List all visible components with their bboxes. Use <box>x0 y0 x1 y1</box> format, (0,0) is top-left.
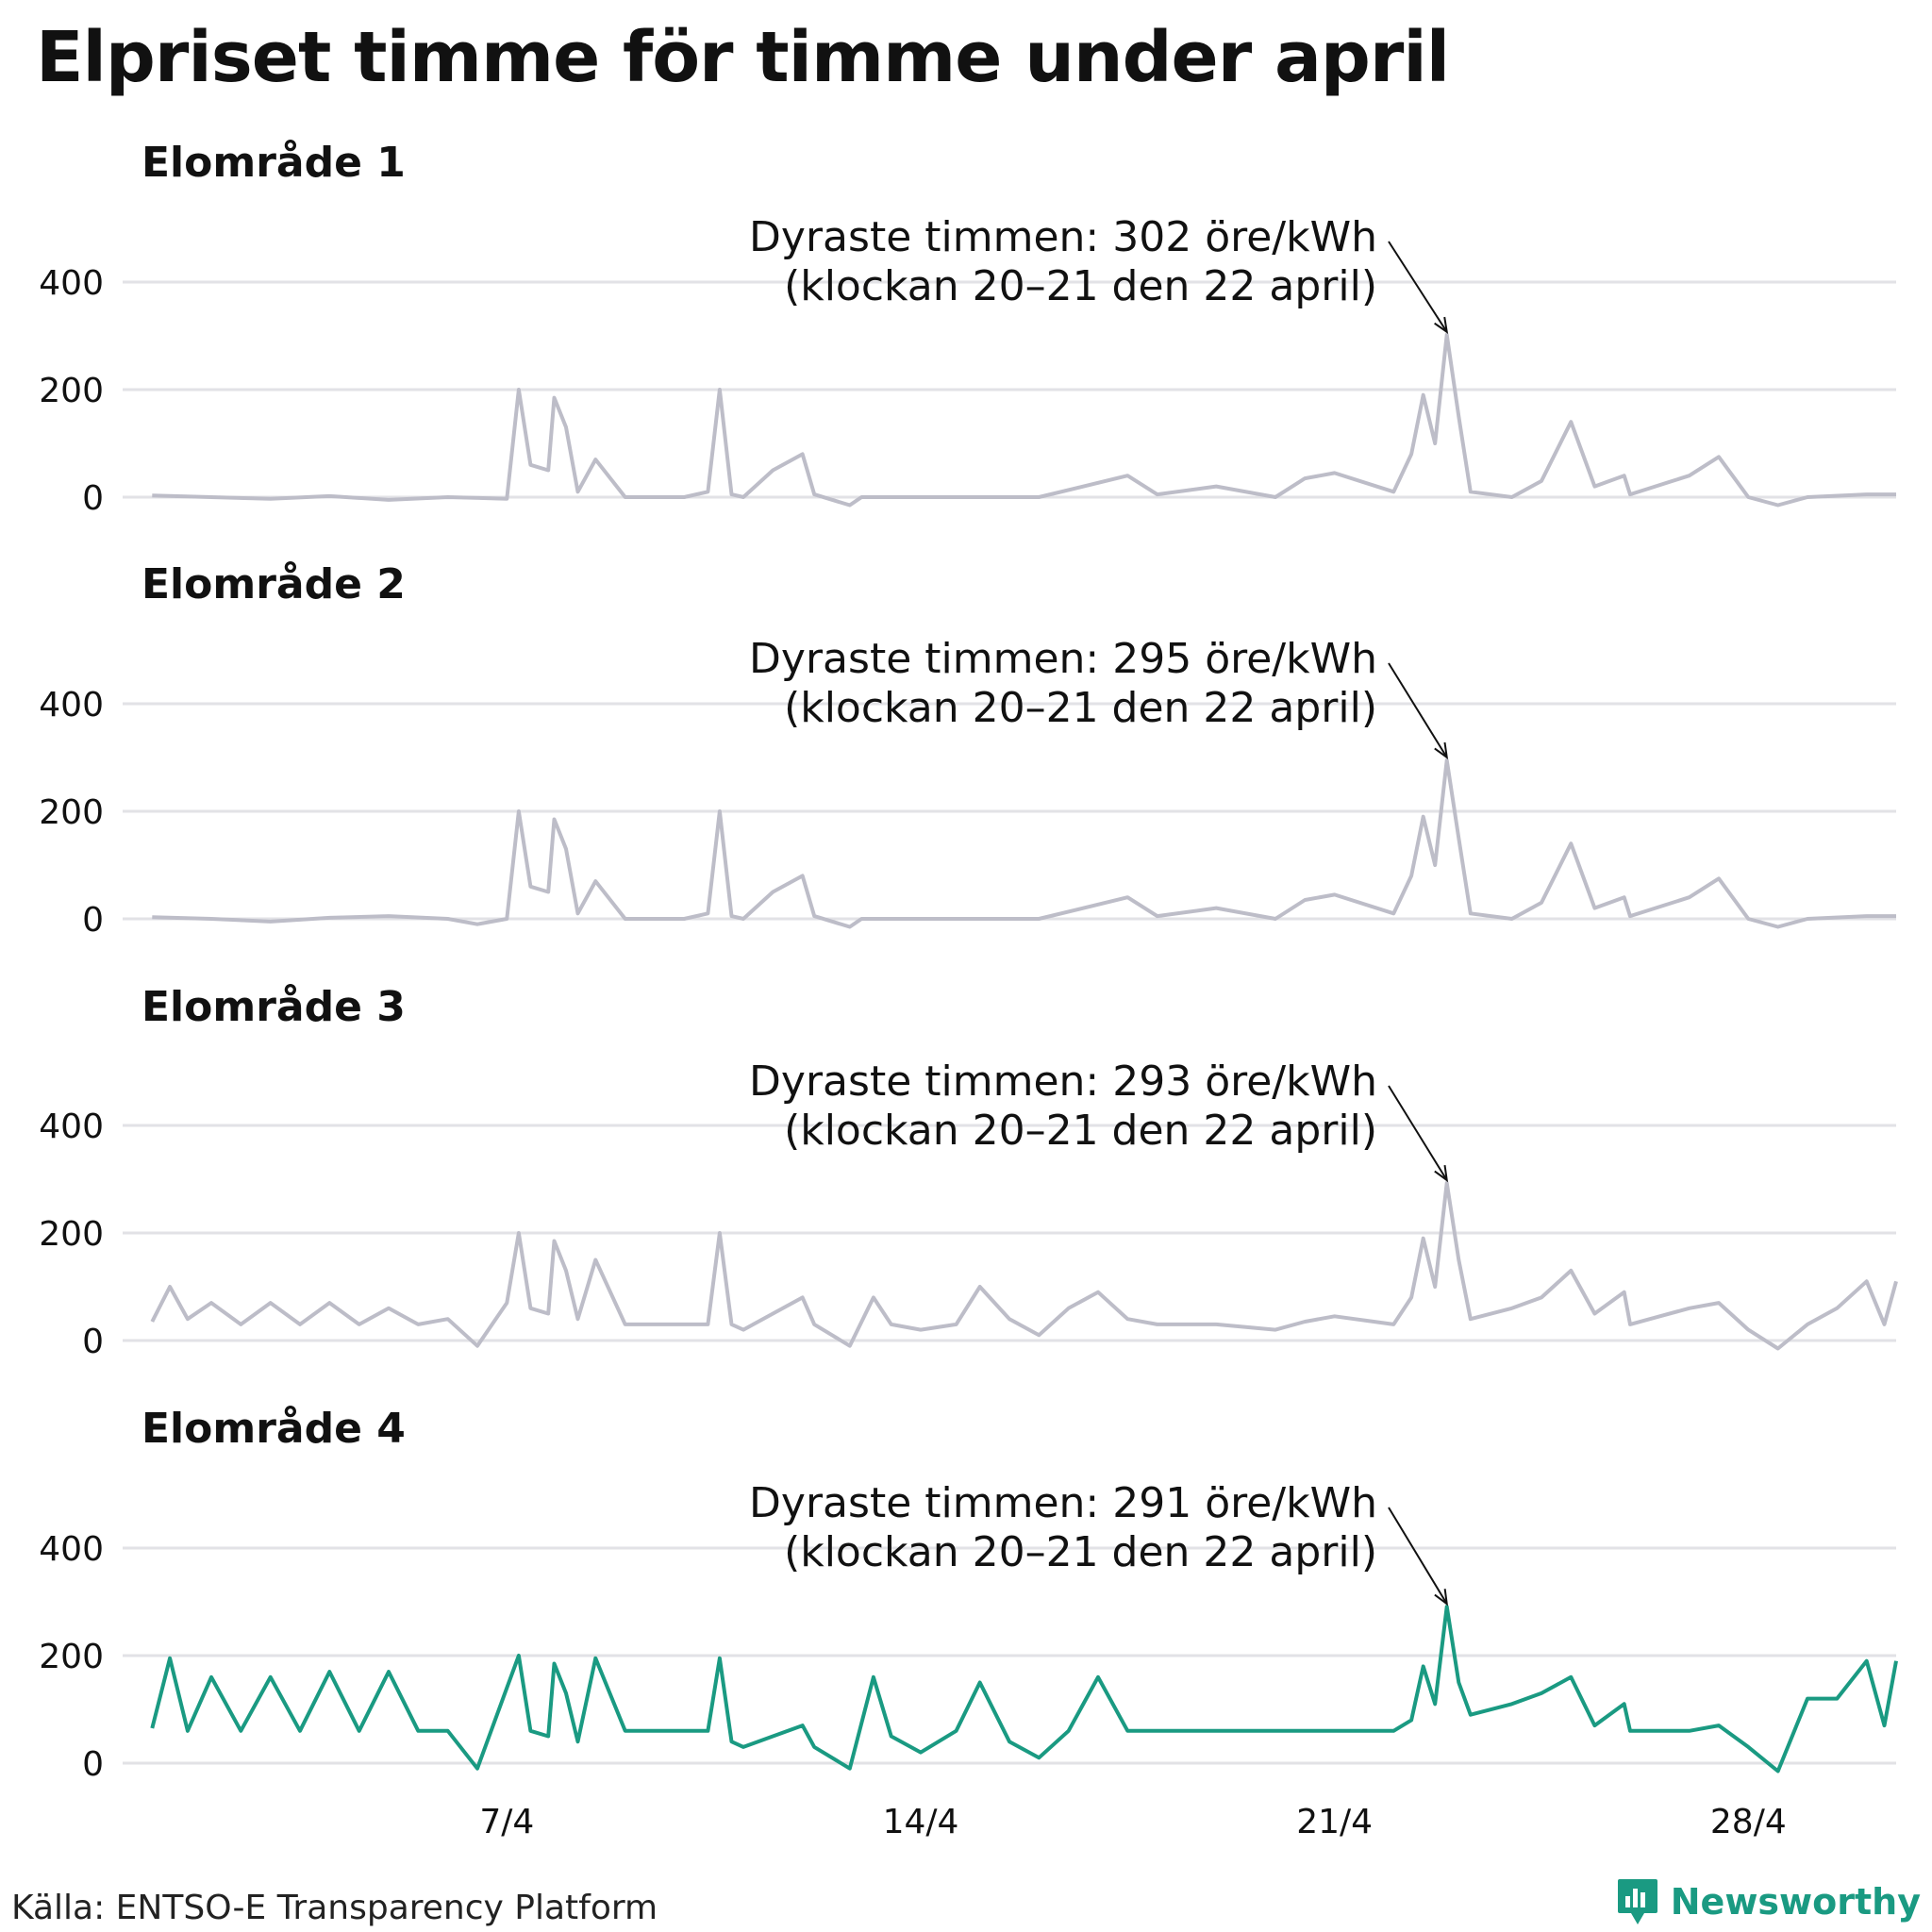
series-line-4 <box>150 1605 1898 1774</box>
x-tick-label: 7/4 <box>479 1803 534 1841</box>
x-tick-label: 21/4 <box>1296 1803 1373 1841</box>
annotation-arrow <box>1388 662 1448 758</box>
peak-annotation-line2: (klockan 20–21 den 22 april) <box>784 684 1377 732</box>
peak-annotation-line1: Dyraste timmen: 302 öre/kWh <box>749 213 1377 261</box>
x-tick-label: 14/4 <box>883 1803 959 1841</box>
annotation-arrowhead <box>1434 741 1449 760</box>
panel-title-1: Elområde 1 <box>142 139 406 187</box>
chart-title: Elpriset timme för timme under april <box>36 17 1450 98</box>
newsworthy-logo-icon <box>1617 1879 1657 1924</box>
peak-annotation-line1: Dyraste timmen: 295 öre/kWh <box>749 635 1377 683</box>
brand-logo: Newsworthy <box>1616 1877 1921 1926</box>
series-line-1 <box>152 332 1896 508</box>
annotation-arrowhead <box>1434 316 1449 335</box>
peak-annotation-line1: Dyraste timmen: 291 öre/kWh <box>749 1479 1377 1527</box>
peak-annotation-line2: (klockan 20–21 den 22 april) <box>784 1528 1377 1576</box>
y-tick-label: 400 <box>39 1108 104 1146</box>
y-tick-label: 0 <box>82 479 104 518</box>
y-tick-label: 200 <box>39 1638 104 1676</box>
brand-name: Newsworthy <box>1670 1881 1921 1923</box>
annotation-arrow <box>1388 1507 1448 1605</box>
y-tick-label: 200 <box>39 372 104 410</box>
peak-annotation-line1: Dyraste timmen: 293 öre/kWh <box>749 1058 1377 1106</box>
peak-annotation-line2: (klockan 20–21 den 22 april) <box>784 1107 1377 1155</box>
annotation-arrow <box>1388 1085 1448 1181</box>
annotation-arrow <box>1388 241 1448 333</box>
series-line-2 <box>152 758 1896 929</box>
panel-title-4: Elområde 4 <box>142 1405 406 1453</box>
y-tick-label: 0 <box>82 1323 104 1361</box>
panel-title-2: Elområde 2 <box>142 560 406 608</box>
y-tick-label: 0 <box>82 901 104 940</box>
panel-title-3: Elområde 3 <box>142 983 406 1031</box>
peak-annotation-line2: (klockan 20–21 den 22 april) <box>784 262 1377 310</box>
y-tick-label: 200 <box>39 793 104 832</box>
series-line-3 <box>150 1181 1898 1351</box>
annotation-arrowhead <box>1434 1165 1449 1183</box>
y-tick-label: 400 <box>39 1530 104 1569</box>
y-tick-label: 400 <box>39 686 104 724</box>
y-tick-label: 0 <box>82 1745 104 1784</box>
source-note: Källa: ENTSO-E Transparency Platform <box>11 1889 658 1927</box>
y-tick-label: 400 <box>39 264 104 303</box>
x-tick-label: 28/4 <box>1710 1803 1787 1841</box>
y-tick-label: 200 <box>39 1215 104 1254</box>
annotation-arrowhead <box>1434 1589 1449 1607</box>
